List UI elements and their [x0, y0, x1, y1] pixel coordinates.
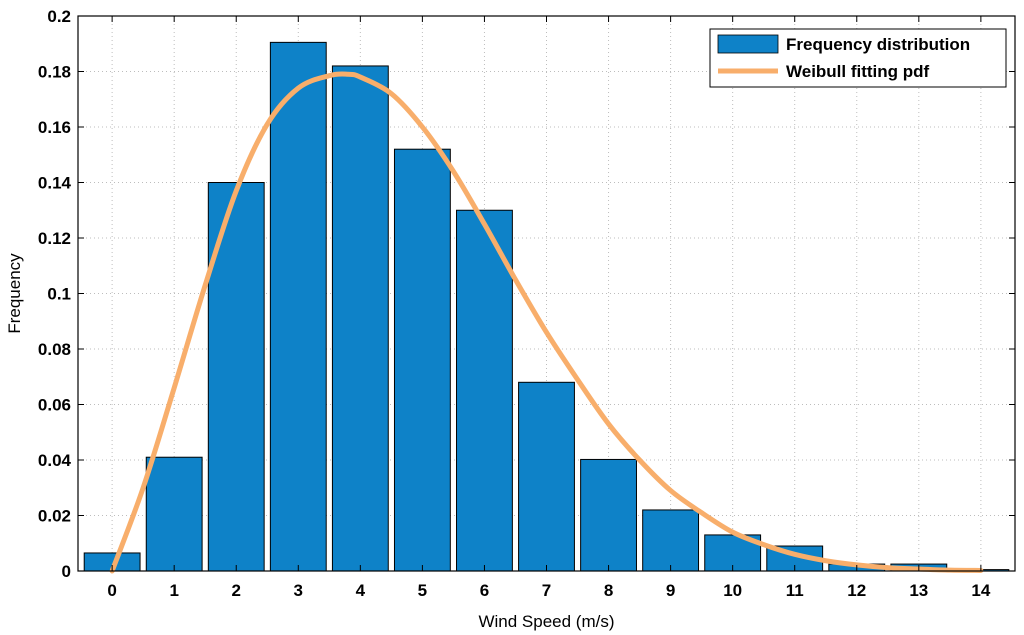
bar-7: [518, 381, 575, 572]
x-tick-label: 3: [294, 581, 303, 600]
y-tick-label: 0.04: [38, 451, 72, 470]
y-tick-label: 0.02: [38, 507, 71, 526]
x-tick-label: 12: [847, 581, 866, 600]
bars: [83, 41, 1010, 572]
bar-8: [580, 458, 637, 572]
legend-label-weibull-fitting-pdf: Weibull fitting pdf: [786, 62, 930, 81]
bar-6: [456, 209, 513, 572]
legend: Frequency distribution Weibull fitting p…: [709, 28, 1007, 88]
y-tick-label: 0.16: [38, 118, 71, 137]
x-tick-label: 4: [356, 581, 366, 600]
x-tick-label: 0: [107, 581, 116, 600]
x-tick-label: 2: [232, 581, 241, 600]
y-tick-label: 0.12: [38, 229, 71, 248]
bar-1: [145, 456, 203, 572]
bar-3: [269, 41, 327, 572]
ticks: 0 1 2 3 4 5 6 7 8 9 10 11 12 13 1400.020.040.060.080.1…: [38, 7, 1015, 600]
bar-9: [642, 509, 700, 572]
legend-swatch-frequency-distribution: [717, 34, 779, 54]
x-tick-label: 11: [786, 581, 804, 600]
y-axis-label: Frequency: [5, 253, 24, 334]
y-tick-label: 0.18: [38, 63, 71, 82]
legend-label-frequency-distribution: Frequency distribution: [786, 35, 970, 54]
x-tick-label: 14: [971, 581, 990, 600]
y-tick-label: 0.14: [38, 174, 72, 193]
weibull-curve: [109, 71, 984, 574]
x-tick-label: 6: [480, 581, 489, 600]
x-tick-label: 8: [604, 581, 613, 600]
x-tick-label: 10: [723, 581, 742, 600]
x-tick-label: 1: [169, 581, 178, 600]
y-tick-label: 0.08: [38, 340, 71, 359]
x-axis-label: Wind Speed (m/s): [478, 612, 614, 631]
x-tick-label: 9: [666, 581, 675, 600]
bar-5: [393, 148, 451, 572]
curve: [109, 71, 984, 574]
y-tick-label: 0.1: [47, 285, 71, 304]
y-tick-label: 0: [62, 562, 71, 581]
y-tick-label: 0.06: [38, 396, 71, 415]
x-tick-label: 5: [418, 581, 427, 600]
y-tick-label: 0.2: [47, 7, 71, 26]
x-tick-label: 13: [909, 581, 928, 600]
bar-4: [331, 65, 389, 572]
x-tick-label: 7: [542, 581, 551, 600]
